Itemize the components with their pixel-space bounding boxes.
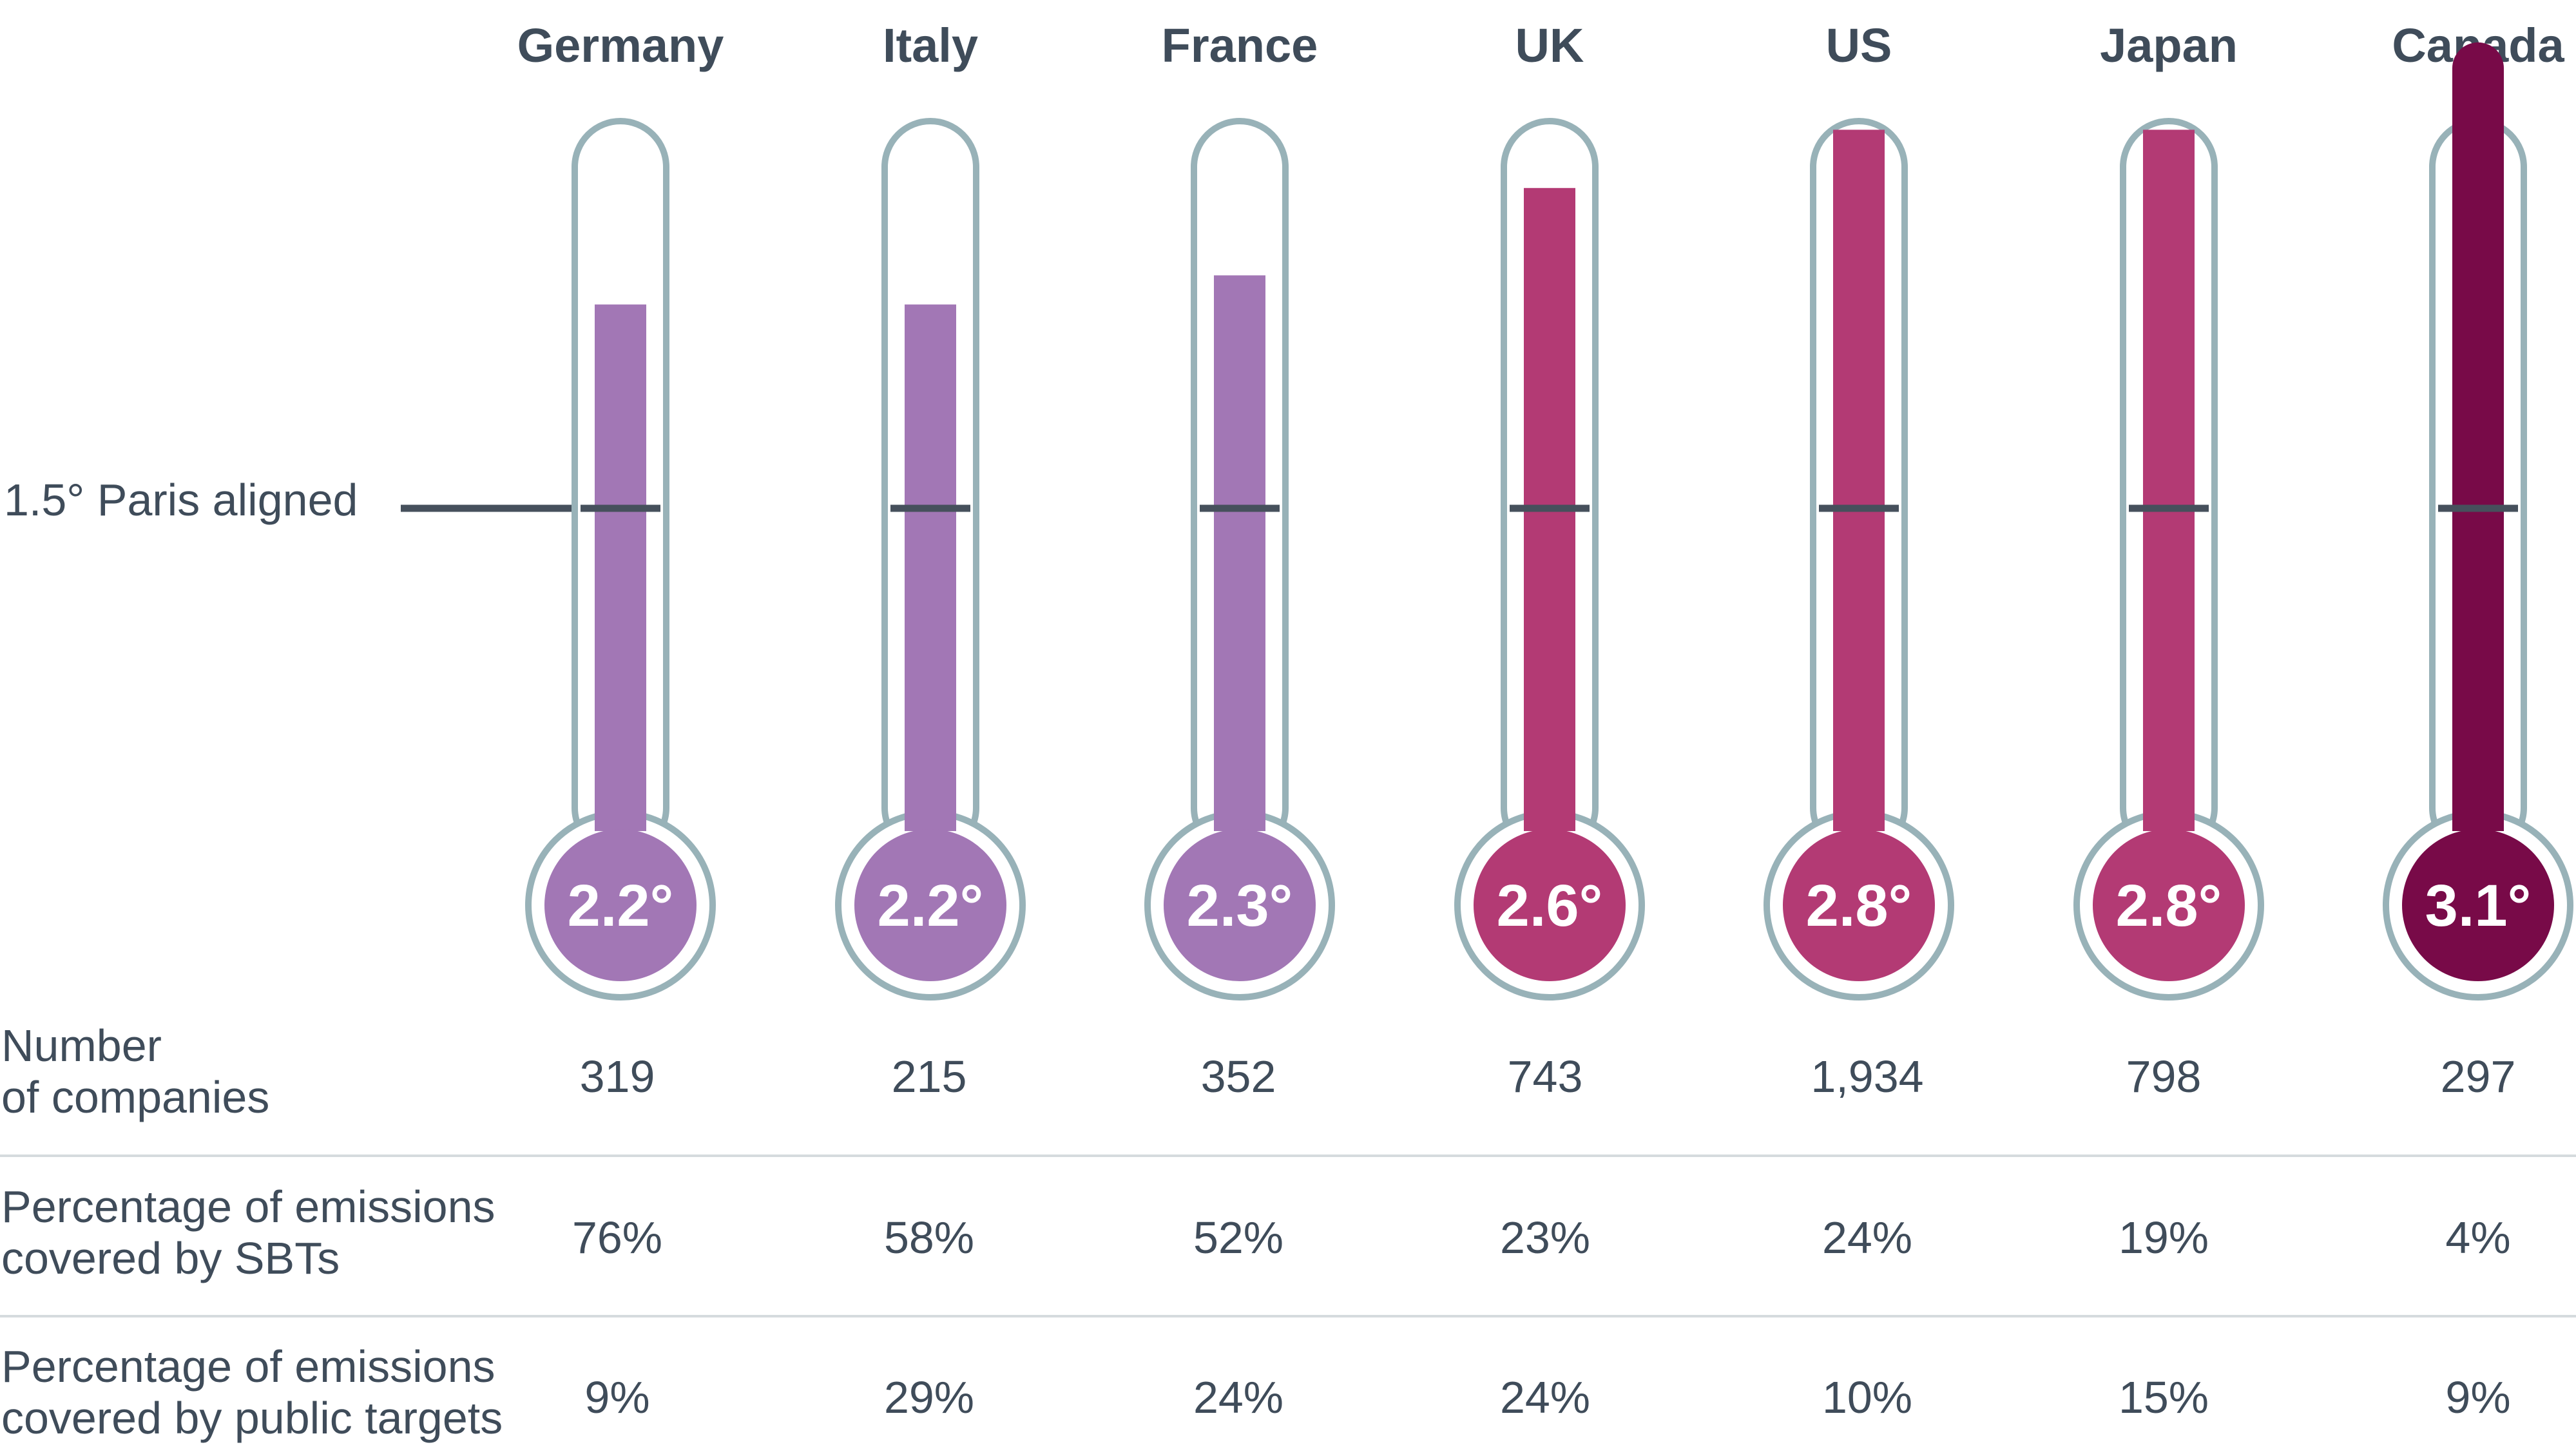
- thermometer-bulb-uk: [1474, 829, 1626, 981]
- country-label-us: US: [1826, 19, 1892, 72]
- temperature-label-canada: 3.1°: [2425, 873, 2532, 939]
- thermometer-bulb-germany: [544, 829, 697, 981]
- temperature-label-us: 2.8°: [1806, 873, 1912, 939]
- thermometer-bulb-italy: [854, 829, 1006, 981]
- cell-number-of-companies-france: 352: [1201, 1051, 1276, 1102]
- temperature-label-germany: 2.2°: [568, 873, 674, 939]
- cell-public-target-coverage-canada: 9%: [2445, 1372, 2510, 1422]
- cell-sbt-coverage-us: 24%: [1822, 1212, 1912, 1263]
- country-label-germany: Germany: [517, 19, 724, 72]
- row-label-sbt-coverage-line-2: covered by SBTs: [1, 1233, 340, 1283]
- cell-sbt-coverage-italy: 58%: [884, 1212, 974, 1263]
- country-label-japan: Japan: [2100, 19, 2238, 72]
- temperature-label-japan: 2.8°: [2116, 873, 2222, 939]
- paris-aligned-label: 1.5° Paris aligned: [4, 475, 358, 525]
- row-label-sbt-coverage-line-1: Percentage of emissions: [1, 1182, 495, 1232]
- cell-number-of-companies-us: 1,934: [1811, 1051, 1923, 1102]
- temperature-label-italy: 2.2°: [878, 873, 984, 939]
- row-label-number-of-companies-line-2: of companies: [1, 1072, 269, 1122]
- thermometer-bulb-japan: [2093, 829, 2245, 981]
- cell-public-target-coverage-germany: 9%: [584, 1372, 649, 1422]
- cell-sbt-coverage-uk: 23%: [1500, 1212, 1590, 1263]
- temperature-label-france: 2.3°: [1187, 873, 1293, 939]
- thermometer-fill-germany: [595, 304, 646, 832]
- country-label-uk: UK: [1515, 19, 1584, 72]
- temperature-label-uk: 2.6°: [1497, 873, 1603, 939]
- thermometer-fill-france: [1214, 275, 1265, 831]
- country-label-italy: Italy: [883, 19, 978, 72]
- thermometer-fill-italy: [905, 304, 956, 832]
- thermometer-fill-us: [1833, 129, 1885, 831]
- row-label-public-target-coverage-line-2: covered by public targets: [1, 1393, 503, 1443]
- cell-sbt-coverage-canada: 4%: [2445, 1212, 2510, 1263]
- cell-number-of-companies-italy: 215: [892, 1051, 967, 1102]
- cell-public-target-coverage-italy: 29%: [884, 1372, 974, 1422]
- cell-number-of-companies-uk: 743: [1508, 1051, 1583, 1102]
- cell-public-target-coverage-japan: 15%: [2119, 1372, 2209, 1422]
- thermometer-bulb-us: [1783, 829, 1935, 981]
- row-label-number-of-companies-line-1: Number: [1, 1020, 162, 1071]
- thermometer-bulb-canada: [2402, 829, 2554, 981]
- cell-number-of-companies-canada: 297: [2441, 1051, 2516, 1102]
- cell-number-of-companies-japan: 798: [2126, 1051, 2202, 1102]
- cell-public-target-coverage-uk: 24%: [1500, 1372, 1590, 1422]
- thermometer-fill-body-canada: [2452, 93, 2504, 831]
- thermometer-bulb-france: [1164, 829, 1316, 981]
- cell-number-of-companies-germany: 319: [580, 1051, 655, 1102]
- cell-sbt-coverage-japan: 19%: [2119, 1212, 2209, 1263]
- row-label-public-target-coverage-line-1: Percentage of emissions: [1, 1341, 495, 1392]
- country-label-france: France: [1162, 19, 1318, 72]
- cell-public-target-coverage-us: 10%: [1822, 1372, 1912, 1422]
- cell-public-target-coverage-france: 24%: [1193, 1372, 1283, 1422]
- cell-sbt-coverage-germany: 76%: [572, 1212, 662, 1263]
- thermometer-fill-japan: [2143, 129, 2195, 831]
- cell-sbt-coverage-france: 52%: [1193, 1212, 1283, 1263]
